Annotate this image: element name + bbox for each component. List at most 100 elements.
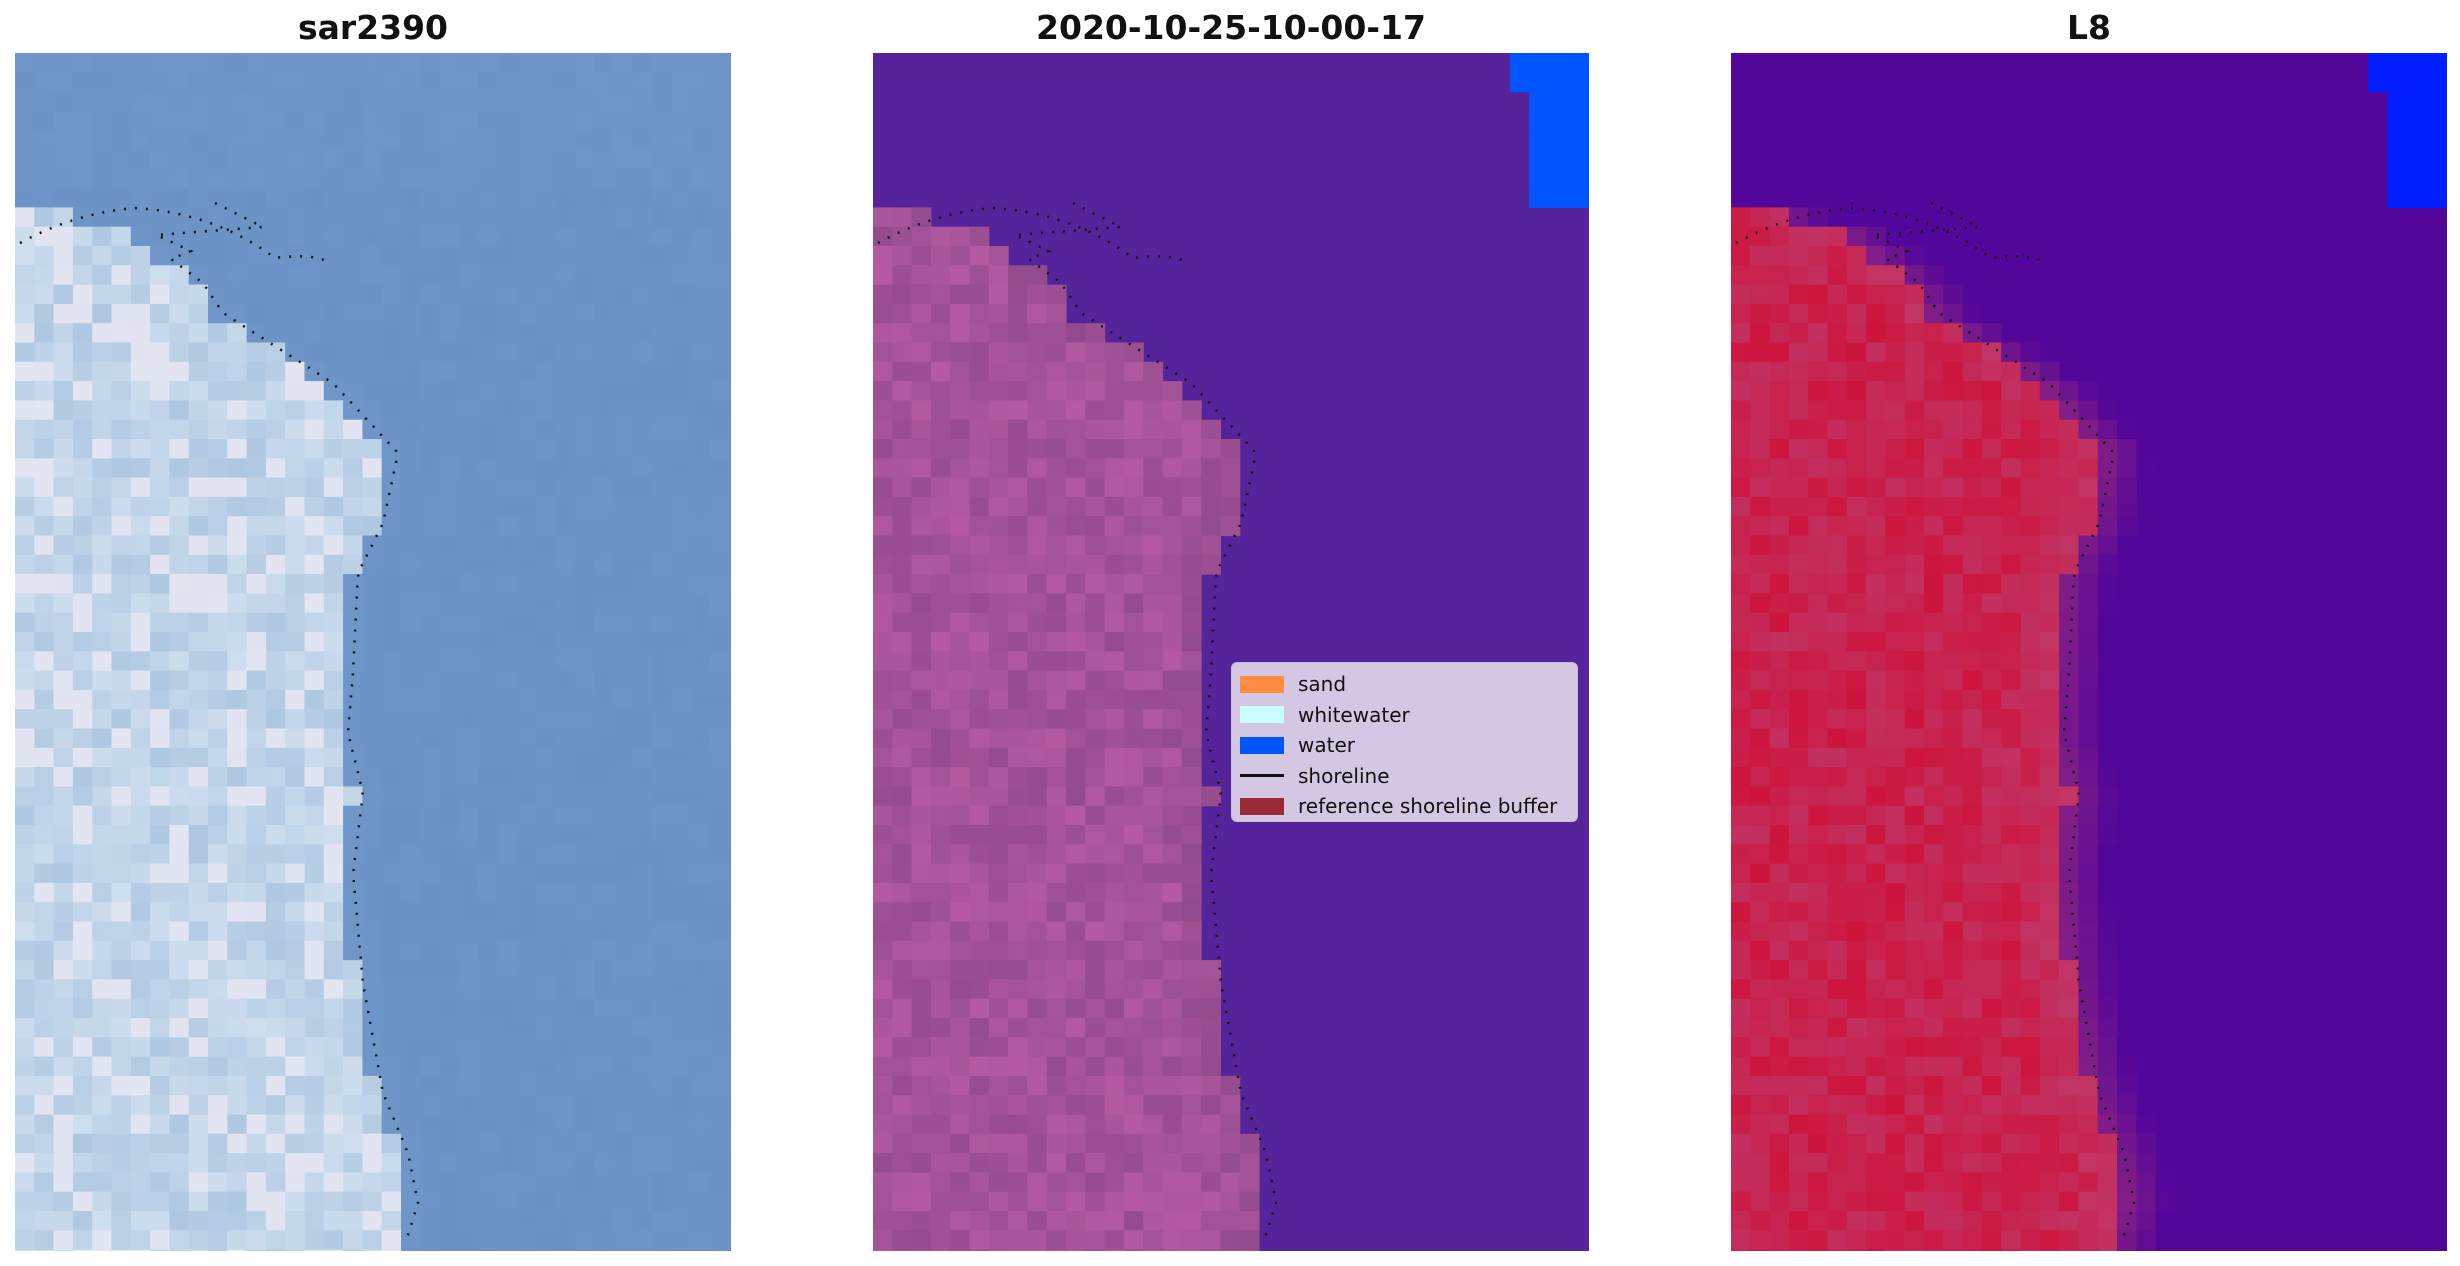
image-pixel bbox=[72, 825, 93, 845]
image-pixel bbox=[439, 670, 460, 691]
image-pixel bbox=[2020, 496, 2041, 517]
image-pixel bbox=[1085, 940, 1106, 961]
image-pixel bbox=[1008, 1056, 1028, 1077]
image-pixel bbox=[1769, 496, 1790, 517]
image-pixel bbox=[130, 516, 151, 537]
image-pixel bbox=[2001, 786, 2022, 807]
image-pixel bbox=[594, 709, 614, 730]
image-pixel bbox=[2059, 1153, 2079, 1173]
image-pixel bbox=[439, 1075, 460, 1096]
image-pixel bbox=[15, 593, 35, 614]
image-pixel bbox=[2097, 593, 2118, 614]
image-pixel bbox=[555, 979, 576, 1000]
image-pixel bbox=[1123, 381, 1144, 401]
image-pixel bbox=[2097, 1056, 2118, 1077]
image-pixel bbox=[92, 554, 113, 575]
image-pixel bbox=[439, 168, 460, 189]
image-pixel bbox=[690, 342, 711, 363]
image-pixel bbox=[343, 1230, 363, 1251]
image-pixel bbox=[892, 844, 913, 865]
image-pixel bbox=[950, 979, 971, 1000]
image-pixel bbox=[1943, 574, 1964, 594]
image-pixel bbox=[729, 284, 731, 305]
image-pixel bbox=[1866, 361, 1886, 382]
image-pixel bbox=[1769, 207, 1790, 228]
image-pixel bbox=[323, 226, 344, 247]
image-pixel bbox=[208, 1153, 228, 1173]
image-pixel bbox=[478, 226, 499, 247]
image-pixel bbox=[988, 477, 1009, 498]
image-pixel bbox=[343, 246, 363, 266]
image-pixel bbox=[594, 902, 614, 923]
image-pixel bbox=[130, 1172, 151, 1193]
image-pixel bbox=[632, 902, 653, 923]
image-pixel bbox=[950, 960, 971, 980]
image-pixel bbox=[873, 940, 893, 961]
image-pixel bbox=[1046, 1211, 1067, 1231]
image-pixel bbox=[1008, 1133, 1028, 1154]
image-pixel bbox=[950, 786, 971, 807]
image-pixel bbox=[1509, 72, 1530, 93]
image-pixel bbox=[420, 1211, 441, 1231]
image-pixel bbox=[1924, 786, 1944, 807]
image-pixel bbox=[930, 825, 951, 845]
image-pixel bbox=[594, 1018, 614, 1038]
image-pixel bbox=[1066, 535, 1086, 556]
image-pixel bbox=[651, 439, 672, 459]
image-pixel bbox=[439, 1133, 460, 1154]
image-pixel bbox=[1731, 632, 1751, 652]
image-pixel bbox=[2020, 1018, 2041, 1038]
image-pixel bbox=[1846, 381, 1867, 401]
image-pixel bbox=[536, 998, 556, 1019]
image-pixel bbox=[1750, 632, 1771, 652]
image-pixel bbox=[950, 863, 971, 884]
image-pixel bbox=[1981, 670, 2002, 691]
image-pixel bbox=[516, 91, 537, 112]
image-pixel bbox=[169, 1056, 190, 1077]
image-pixel bbox=[362, 632, 383, 652]
image-pixel bbox=[1846, 1095, 1867, 1116]
image-pixel bbox=[92, 632, 113, 652]
image-pixel bbox=[401, 998, 421, 1019]
image-pixel bbox=[246, 130, 267, 151]
image-pixel bbox=[1769, 844, 1790, 865]
image-pixel bbox=[246, 284, 267, 305]
image-pixel bbox=[401, 844, 421, 865]
image-pixel bbox=[401, 342, 421, 363]
image-pixel bbox=[651, 342, 672, 363]
image-pixel bbox=[497, 110, 518, 131]
image-pixel bbox=[478, 786, 499, 807]
image-pixel bbox=[1827, 1230, 1848, 1251]
image-pixel bbox=[594, 91, 614, 112]
image-pixel bbox=[478, 535, 499, 556]
image-pixel bbox=[2020, 439, 2041, 459]
image-pixel bbox=[111, 419, 132, 440]
image-pixel bbox=[2020, 1211, 2041, 1231]
image-pixel bbox=[2039, 1018, 2060, 1038]
image-pixel bbox=[516, 1037, 537, 1058]
image-pixel bbox=[53, 805, 74, 826]
image-pixel bbox=[1181, 998, 1202, 1019]
image-pixel bbox=[169, 207, 190, 228]
image-pixel bbox=[1181, 496, 1202, 517]
image-pixel bbox=[1201, 1211, 1221, 1231]
l8-image-panel bbox=[1731, 53, 2447, 1251]
image-pixel bbox=[1162, 1133, 1183, 1154]
image-pixel bbox=[1731, 323, 1751, 344]
image-pixel bbox=[343, 207, 363, 228]
image-pixel bbox=[1046, 574, 1067, 594]
image-pixel bbox=[1143, 593, 1164, 614]
image-pixel bbox=[1788, 921, 1809, 942]
image-pixel bbox=[1788, 439, 1809, 459]
image-pixel bbox=[1548, 149, 1569, 170]
image-pixel bbox=[1962, 728, 1983, 749]
image-pixel bbox=[130, 747, 151, 768]
image-pixel bbox=[1943, 670, 1964, 691]
image-pixel bbox=[227, 554, 248, 575]
image-pixel bbox=[1181, 1153, 1202, 1173]
image-pixel bbox=[536, 458, 556, 479]
image-pixel bbox=[574, 593, 595, 614]
image-pixel bbox=[2039, 805, 2060, 826]
image-pixel bbox=[930, 1095, 951, 1116]
image-pixel bbox=[930, 1249, 951, 1251]
